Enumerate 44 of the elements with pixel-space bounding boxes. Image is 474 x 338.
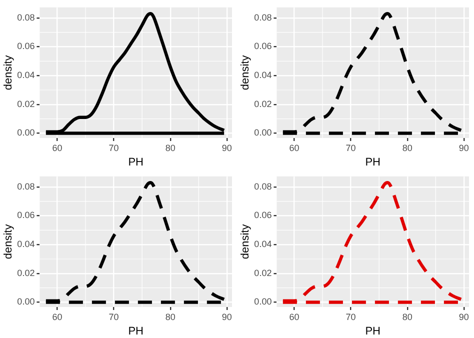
y-tick-label: 0.00 — [17, 296, 35, 307]
x-tick-label: 70 — [108, 142, 119, 153]
y-tick-label: 0.02 — [17, 98, 35, 109]
y-tick-label: 0.04 — [254, 70, 272, 80]
y-tick-label: 0.08 — [17, 12, 35, 22]
y-tick-label: 0.06 — [254, 210, 272, 220]
y-tick-label: 0.00 — [17, 128, 35, 138]
x-axis-title: PH — [128, 325, 144, 338]
x-axis-title: PH — [365, 156, 381, 168]
x-tick-label: 90 — [222, 142, 232, 153]
x-axis-title: PH — [365, 325, 381, 338]
y-tick-label: 0.08 — [254, 12, 272, 22]
x-tick-label: 90 — [222, 312, 232, 322]
y-tick-label: 0.00 — [254, 128, 272, 138]
x-tick-label: 60 — [289, 312, 300, 322]
y-tick-label: 0.00 — [254, 296, 272, 307]
y-tick-label: 0.02 — [254, 268, 272, 278]
x-tick-label: 90 — [458, 142, 469, 153]
x-tick-label: 60 — [289, 142, 300, 153]
y-axis-title: density — [240, 54, 252, 90]
x-tick-label: 60 — [52, 142, 62, 153]
y-axis-title: density — [2, 54, 15, 90]
x-tick-label: 80 — [165, 142, 176, 153]
x-tick-label: 80 — [165, 312, 176, 322]
y-axis-title: density — [2, 224, 15, 260]
x-tick-label: 80 — [402, 142, 412, 153]
y-tick-label: 0.08 — [17, 181, 35, 192]
y-tick-label: 0.06 — [17, 41, 35, 52]
y-tick-label: 0.02 — [17, 268, 35, 278]
y-tick-label: 0.04 — [17, 70, 35, 80]
x-tick-label: 60 — [52, 312, 62, 322]
x-axis-title: PH — [128, 156, 144, 168]
x-tick-label: 70 — [346, 312, 356, 322]
x-tick-label: 70 — [108, 312, 119, 322]
y-axis-title: density — [240, 224, 252, 260]
y-tick-label: 0.04 — [254, 239, 272, 250]
y-tick-label: 0.04 — [17, 239, 35, 250]
y-tick-label: 0.02 — [254, 98, 272, 109]
x-tick-label: 80 — [402, 312, 412, 322]
x-tick-label: 70 — [346, 142, 356, 153]
y-tick-label: 0.06 — [254, 41, 272, 52]
y-tick-label: 0.06 — [17, 210, 35, 220]
x-tick-label: 90 — [458, 312, 469, 322]
y-tick-label: 0.08 — [254, 181, 272, 192]
